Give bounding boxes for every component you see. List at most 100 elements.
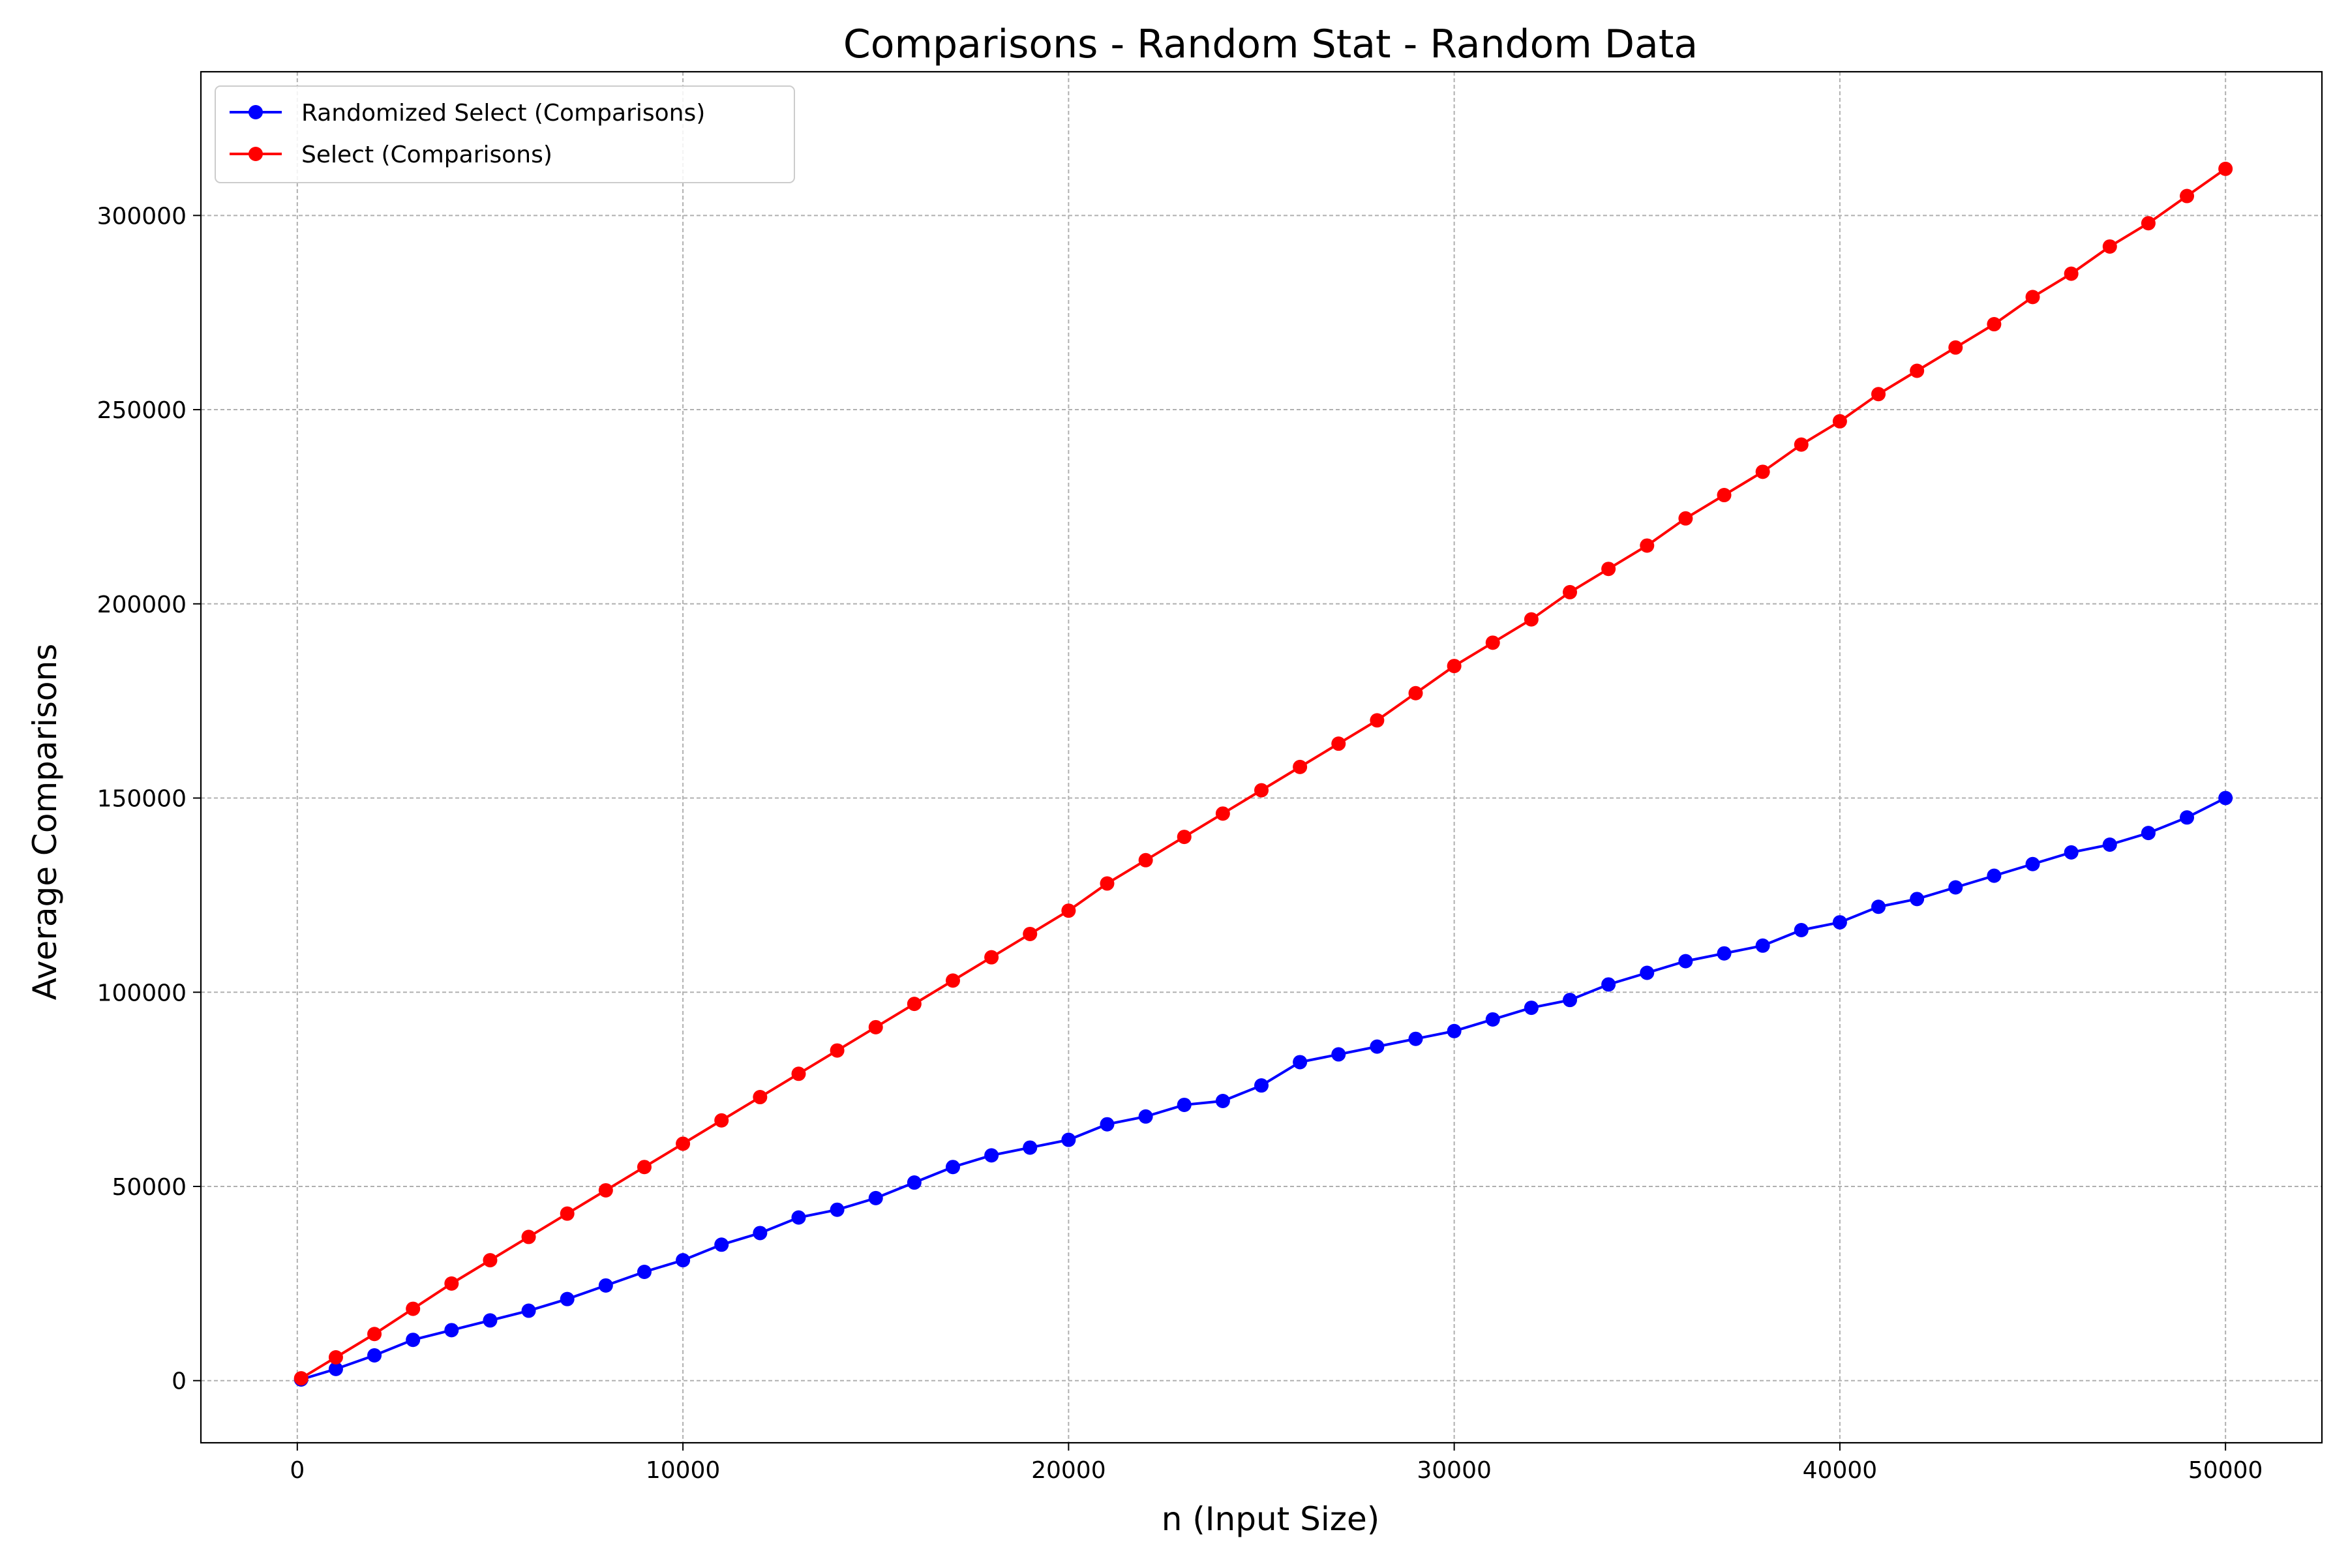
data-point: [483, 1313, 498, 1328]
data-point: [1177, 830, 1192, 845]
series-layer: [294, 161, 2233, 1387]
data-point: [1717, 946, 1732, 961]
data-point: [2025, 290, 2040, 305]
legend-box: [215, 85, 795, 183]
data-point: [1755, 938, 1770, 953]
data-point: [907, 1175, 922, 1190]
data-point: [714, 1113, 729, 1128]
data-point: [1408, 686, 1423, 701]
data-point: [1061, 1132, 1076, 1147]
data-point: [1678, 511, 1693, 526]
data-point: [560, 1206, 575, 1221]
data-point: [1794, 922, 1809, 937]
data-point: [1601, 562, 1616, 577]
x-tick-label: 10000: [646, 1457, 721, 1484]
data-point: [945, 1160, 960, 1175]
data-point: [1177, 1097, 1192, 1112]
data-point: [1717, 488, 1732, 503]
x-tick-label: 40000: [1803, 1457, 1878, 1484]
data-point: [406, 1301, 421, 1316]
data-point: [676, 1136, 691, 1151]
data-point: [2064, 845, 2079, 860]
y-tick-label: 100000: [97, 980, 187, 1006]
data-point: [714, 1237, 729, 1252]
data-point: [2102, 837, 2117, 852]
data-point: [2141, 826, 2156, 841]
data-point: [830, 1202, 845, 1217]
data-point: [2218, 791, 2233, 806]
y-tick-label: 250000: [97, 397, 187, 424]
data-point: [1563, 584, 1578, 599]
x-axis-label: n (Input Size): [1162, 1500, 1380, 1538]
data-point: [1485, 635, 1500, 650]
data-point: [791, 1210, 806, 1225]
data-point: [1023, 926, 1038, 941]
data-point: [907, 997, 922, 1012]
data-point: [1254, 1078, 1269, 1093]
y-tick-label: 200000: [97, 592, 187, 618]
data-point: [1061, 903, 1076, 918]
grid-layer: [201, 72, 2322, 1443]
data-point: [637, 1160, 652, 1175]
data-point: [521, 1303, 536, 1318]
data-point: [367, 1348, 382, 1363]
data-point: [1293, 759, 1308, 774]
data-point: [984, 1148, 999, 1163]
data-point: [1987, 868, 2002, 883]
data-point: [1871, 899, 1886, 914]
data-point: [560, 1291, 575, 1306]
tick-layer: 0 10000 20000 30000 40000 50000 0 50000 100000 15…: [97, 203, 2263, 1484]
data-point: [1640, 538, 1655, 553]
data-point: [830, 1043, 845, 1058]
data-point: [1370, 1039, 1385, 1054]
data-point: [328, 1361, 343, 1376]
legend-swatch-marker: [248, 105, 263, 119]
data-point: [1215, 1093, 1230, 1108]
y-tick-label: 0: [172, 1368, 187, 1395]
series-1: [294, 161, 2233, 1386]
y-axis-label: Average Comparisons: [26, 644, 64, 1001]
data-point: [945, 973, 960, 988]
data-point: [1640, 965, 1655, 980]
data-point: [2025, 856, 2040, 871]
data-point: [1794, 437, 1809, 452]
legend-entry-label: Select (Comparisons): [301, 142, 552, 168]
data-point: [1678, 954, 1693, 969]
x-tick-label: 0: [290, 1457, 305, 1484]
data-point: [444, 1323, 459, 1338]
data-point: [1254, 783, 1269, 798]
data-point: [1293, 1055, 1308, 1070]
data-point: [868, 1019, 883, 1034]
data-point: [521, 1229, 536, 1244]
data-point: [406, 1333, 421, 1348]
x-tick-label: 50000: [2188, 1457, 2263, 1484]
data-point: [1138, 852, 1153, 867]
legend: Randomized Select (Comparisons) Select (C…: [215, 85, 795, 183]
data-point: [753, 1226, 768, 1241]
data-point: [1447, 1023, 1462, 1038]
data-point: [598, 1183, 613, 1198]
data-point: [367, 1327, 382, 1342]
x-tick-label: 30000: [1417, 1457, 1492, 1484]
data-point: [637, 1264, 652, 1279]
data-point: [2064, 266, 2079, 281]
data-point: [2180, 188, 2195, 204]
plot-frame: [200, 70, 2323, 1444]
data-point: [1601, 977, 1616, 992]
data-point: [1023, 1140, 1038, 1155]
data-point: [1100, 876, 1115, 891]
data-point: [676, 1253, 691, 1268]
data-point: [444, 1276, 459, 1291]
data-point: [1910, 892, 1925, 907]
data-point: [2180, 810, 2195, 825]
data-point: [1563, 993, 1578, 1008]
data-point: [791, 1066, 806, 1081]
data-point: [1832, 915, 1847, 930]
data-point: [2218, 161, 2233, 176]
data-point: [1100, 1117, 1115, 1132]
data-point: [753, 1090, 768, 1105]
data-point: [1215, 806, 1230, 821]
